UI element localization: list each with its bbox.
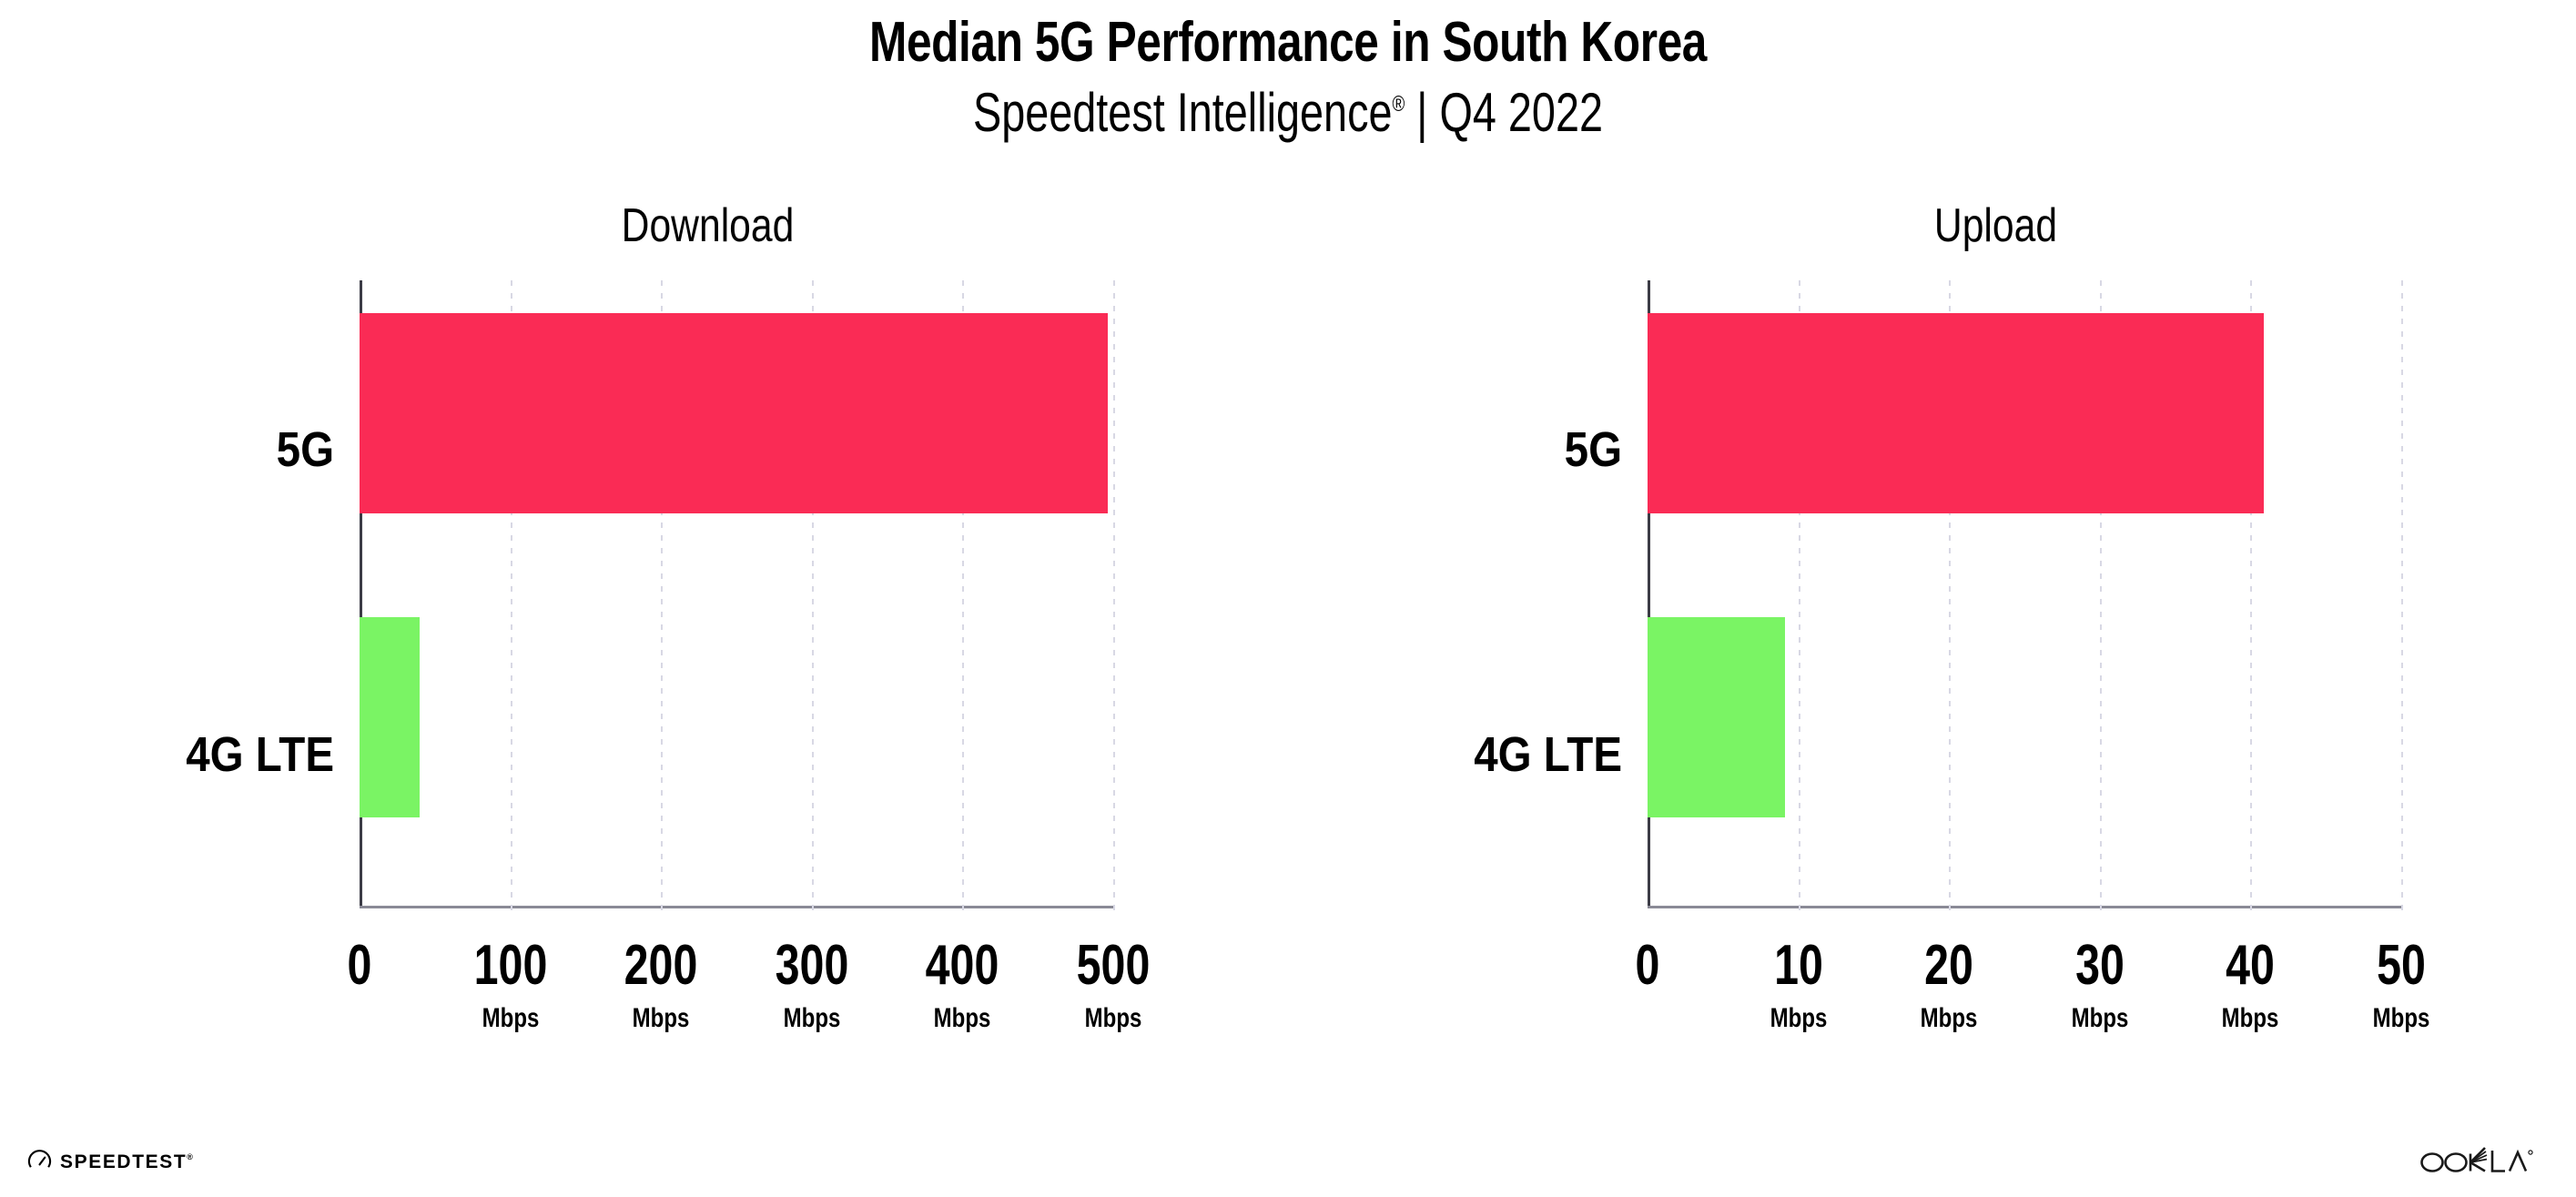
x-tick-value: 100 — [473, 934, 547, 997]
registered-mark: ® — [1392, 92, 1405, 117]
x-tick-value: 200 — [624, 934, 698, 997]
bar-4g-lte — [1648, 617, 1785, 817]
footer: SPEEDTEST® — [0, 1119, 2576, 1197]
gridline — [510, 280, 512, 918]
x-tick: 30 Mbps — [2064, 938, 2135, 1032]
plot-area-upload: 5G 4G LTE 0 10 Mbps 20 Mbps 30 Mbps 40 Mbps 50 Mbp… — [1288, 280, 2576, 1032]
gridline — [962, 280, 965, 918]
gridline — [811, 280, 814, 918]
x-tick: 40 Mbps — [2215, 938, 2286, 1032]
x-tick: 300 Mbps — [765, 938, 858, 1032]
x-tick-unit: Mbps — [1920, 1003, 1978, 1033]
gridline — [2401, 280, 2403, 918]
speedtest-logo: SPEEDTEST® — [27, 1148, 193, 1177]
x-tick-unit: Mbps — [934, 1003, 991, 1033]
x-tick-value: 30 — [2074, 934, 2125, 997]
x-axis-ticks-download: 0 100 Mbps 200 Mbps 300 Mbps 400 Mbps 500 Mbps — [348, 938, 1151, 1074]
x-tick: 50 Mbps — [2366, 938, 2437, 1032]
plot-area-download: 5G 4G LTE 0 100 Mbps 200 Mbps 300 Mbps 400 Mbps 5… — [0, 280, 1288, 1032]
chart-header: Median 5G Performance in South Korea Spe… — [0, 0, 2576, 144]
x-axis-ticks-upload: 0 10 Mbps 20 Mbps 30 Mbps 40 Mbps 50 Mbps — [1636, 938, 2430, 1074]
bar-4g-lte — [360, 617, 421, 817]
x-tick: 20 Mbps — [1913, 938, 1984, 1032]
gridline — [2250, 280, 2253, 918]
x-tick-unit: Mbps — [632, 1003, 690, 1033]
category-label-5g: 5G — [1564, 422, 1622, 477]
x-tick-value: 400 — [926, 934, 999, 997]
x-tick: 10 Mbps — [1762, 938, 1833, 1032]
x-tick-value: 10 — [1773, 934, 1823, 997]
x-tick-value: 40 — [2226, 934, 2276, 997]
x-tick-value: 300 — [775, 934, 849, 997]
x-tick-unit: Mbps — [1770, 1003, 1827, 1033]
x-tick-unit: Mbps — [1084, 1003, 1142, 1033]
bars-download — [360, 280, 1124, 936]
x-axis-line-download — [360, 906, 1113, 908]
page-title: Median 5G Performance in South Korea — [869, 11, 1707, 74]
gridline — [661, 280, 664, 918]
x-tick: 100 Mbps — [463, 938, 557, 1032]
bar-5g — [1648, 313, 2265, 513]
gridline — [1113, 280, 1115, 918]
x-axis-line-upload — [1648, 906, 2401, 908]
x-tick-value: 20 — [1924, 934, 1974, 997]
chart-subtitle: Speedtest Intelligence® | Q4 2022 — [283, 81, 2292, 144]
panel-title-upload: Upload — [1933, 199, 2058, 252]
gridline — [2099, 280, 2102, 918]
category-label-5g: 5G — [276, 422, 334, 477]
category-label-4g-lte: 4G LTE — [1474, 727, 1622, 782]
category-label-4g-lte: 4G LTE — [186, 727, 334, 782]
x-tick-value: 0 — [1635, 934, 1660, 997]
x-tick-unit: Mbps — [2222, 1003, 2279, 1033]
x-tick-unit: Mbps — [2071, 1003, 2129, 1033]
subtitle-period: | Q4 2022 — [1405, 82, 1604, 144]
y-axis-line-download — [360, 280, 362, 908]
category-labels-download: 5G 4G LTE — [0, 280, 360, 936]
gridline — [1949, 280, 1952, 918]
category-labels-upload: 5G 4G LTE — [1288, 280, 1648, 936]
panel-title-download: Download — [621, 199, 795, 252]
x-tick: 500 Mbps — [1066, 938, 1160, 1032]
x-tick-unit: Mbps — [2372, 1003, 2430, 1033]
speedtest-wordmark: SPEEDTEST® — [60, 1151, 193, 1172]
x-tick-unit: Mbps — [783, 1003, 841, 1033]
speedometer-icon — [27, 1148, 52, 1177]
ookla-k-burst-icon — [2420, 1147, 2533, 1172]
panel-download: Download 5G 4G LTE 0 100 Mbps 200 Mbps 300 Mbp… — [0, 198, 1288, 1032]
x-tick: 400 Mbps — [916, 938, 1009, 1032]
gridline — [1798, 280, 1800, 918]
x-tick-value: 500 — [1076, 934, 1151, 997]
bars-upload — [1648, 280, 2412, 936]
x-tick: 0 — [344, 938, 375, 994]
chart-panels: Download 5G 4G LTE 0 100 Mbps 200 Mbps 300 Mbp… — [0, 198, 2576, 1032]
x-tick-value: 50 — [2377, 934, 2426, 997]
x-tick-value: 0 — [347, 934, 372, 997]
x-tick: 0 — [1632, 938, 1663, 994]
ookla-logo — [2418, 1143, 2540, 1179]
subtitle-brand: Speedtest Intelligence — [972, 82, 1393, 144]
panel-upload: Upload 5G 4G LTE 0 10 Mbps 20 Mbps 30 Mbps 40 Mb… — [1288, 198, 2576, 1032]
bar-5g — [360, 313, 1109, 513]
x-tick: 200 Mbps — [614, 938, 707, 1032]
x-tick-unit: Mbps — [482, 1003, 539, 1033]
y-axis-line-upload — [1648, 280, 1650, 908]
